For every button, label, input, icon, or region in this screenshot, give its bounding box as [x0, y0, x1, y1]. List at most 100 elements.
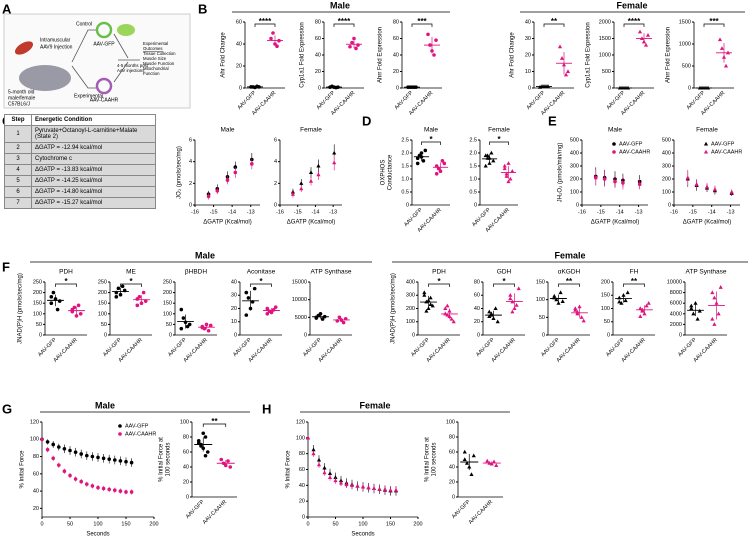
y-tick-label: 80	[315, 19, 321, 25]
point	[464, 461, 470, 465]
diagram-text: Intramuscular	[40, 37, 71, 43]
point	[76, 303, 81, 308]
diagram-text: Control	[76, 21, 92, 27]
vector-icon	[95, 77, 113, 95]
y-tick-label: 2	[189, 181, 192, 187]
point	[645, 32, 651, 37]
point	[366, 485, 371, 490]
y-tick-label: 0	[528, 85, 531, 91]
x-tick-label: 0	[40, 521, 43, 527]
point	[556, 300, 561, 305]
legend-marker	[118, 424, 122, 428]
sig-label: ***	[417, 17, 427, 26]
y-tick-label: 20	[236, 63, 242, 69]
y-tick-label: 4	[189, 159, 192, 165]
x-tick-label: AAV-GFP	[102, 337, 123, 358]
sig-bracket	[558, 283, 580, 287]
y-tick-label: 100	[180, 419, 189, 425]
y-tick-label: 80	[299, 451, 305, 457]
point	[226, 459, 230, 463]
y-tick-label: 10000	[667, 279, 682, 285]
diagram-text: Tissue Collection	[143, 51, 176, 56]
point	[327, 471, 333, 475]
point	[557, 44, 563, 49]
sig-label: *	[437, 277, 441, 286]
point	[694, 181, 699, 186]
y-tick-label: 40	[299, 483, 305, 489]
point	[637, 182, 642, 186]
x-axis-label: ΔGATP (Kcal/mol)	[591, 220, 639, 226]
y-axis-label: OXPHOS	[381, 160, 387, 186]
x-tick-label: AAV-GFP	[167, 337, 188, 358]
y-axis-label: % Initial Force at	[159, 437, 165, 482]
point	[57, 299, 62, 303]
sig-label: **	[566, 277, 573, 286]
y-tick-label: 200	[662, 176, 671, 182]
y-tick-label: 100	[33, 311, 42, 317]
y-tick-label: 4000	[670, 311, 682, 317]
y-tick-label: 200	[33, 290, 42, 296]
y-tick-label: 50	[36, 322, 42, 328]
point	[422, 293, 427, 297]
y-tick-label: 2.5	[469, 137, 477, 143]
sig-label: ****	[628, 17, 641, 26]
point	[430, 49, 434, 53]
point	[74, 314, 79, 318]
x-tick-label: 150	[386, 521, 395, 527]
point	[462, 457, 467, 462]
point	[552, 295, 557, 300]
point	[710, 316, 715, 321]
point	[57, 463, 61, 467]
point	[265, 306, 270, 311]
point	[512, 306, 517, 311]
point	[338, 480, 344, 485]
y-tick-label: 6	[274, 137, 277, 143]
y-tick-label: 1.0	[469, 176, 477, 182]
point	[228, 465, 233, 469]
table-cell: 5	[4, 175, 32, 187]
y-tick-label: 100	[98, 311, 107, 317]
chart-title: FH	[630, 269, 639, 276]
x-tick-label: -13	[247, 209, 255, 215]
point	[462, 449, 467, 454]
point	[428, 295, 433, 300]
x-tick-label: -14	[708, 209, 716, 215]
table-header: Step	[4, 114, 32, 126]
y-tick-label: 200	[98, 290, 107, 296]
diagram-text: Experimental	[143, 41, 168, 46]
panel-letter: D	[362, 113, 371, 128]
point	[514, 302, 519, 307]
y-tick-label: 50	[604, 319, 610, 325]
point	[200, 325, 205, 330]
y-tick-label: 0	[477, 332, 480, 338]
point	[563, 72, 569, 77]
point	[62, 469, 67, 474]
y-tick-label: 0	[396, 85, 399, 91]
point	[502, 166, 507, 171]
chart-title: ATP Synthase	[311, 269, 352, 276]
point	[355, 483, 360, 488]
point	[206, 194, 211, 199]
point	[49, 301, 54, 306]
sig-label: *	[429, 135, 433, 144]
point	[451, 319, 456, 324]
y-axis-label: 100 seconds	[166, 442, 172, 476]
y-tick-label: 100	[446, 419, 455, 425]
point	[187, 322, 192, 327]
y-tick-label: 60	[315, 36, 321, 42]
panel-letter: E	[548, 113, 557, 128]
point	[221, 461, 226, 466]
y-tick-label: 100	[570, 189, 579, 195]
y-axis-label: Ahrr Fold Expression	[378, 27, 384, 83]
point	[179, 326, 184, 331]
point	[640, 307, 645, 312]
y-tick-label: 0	[186, 494, 189, 500]
chart-title: Male	[424, 127, 438, 134]
y-tick-label: 80	[449, 434, 455, 440]
point	[350, 40, 354, 45]
point	[494, 463, 499, 468]
point	[116, 286, 121, 291]
point	[45, 447, 50, 452]
point	[332, 150, 337, 155]
